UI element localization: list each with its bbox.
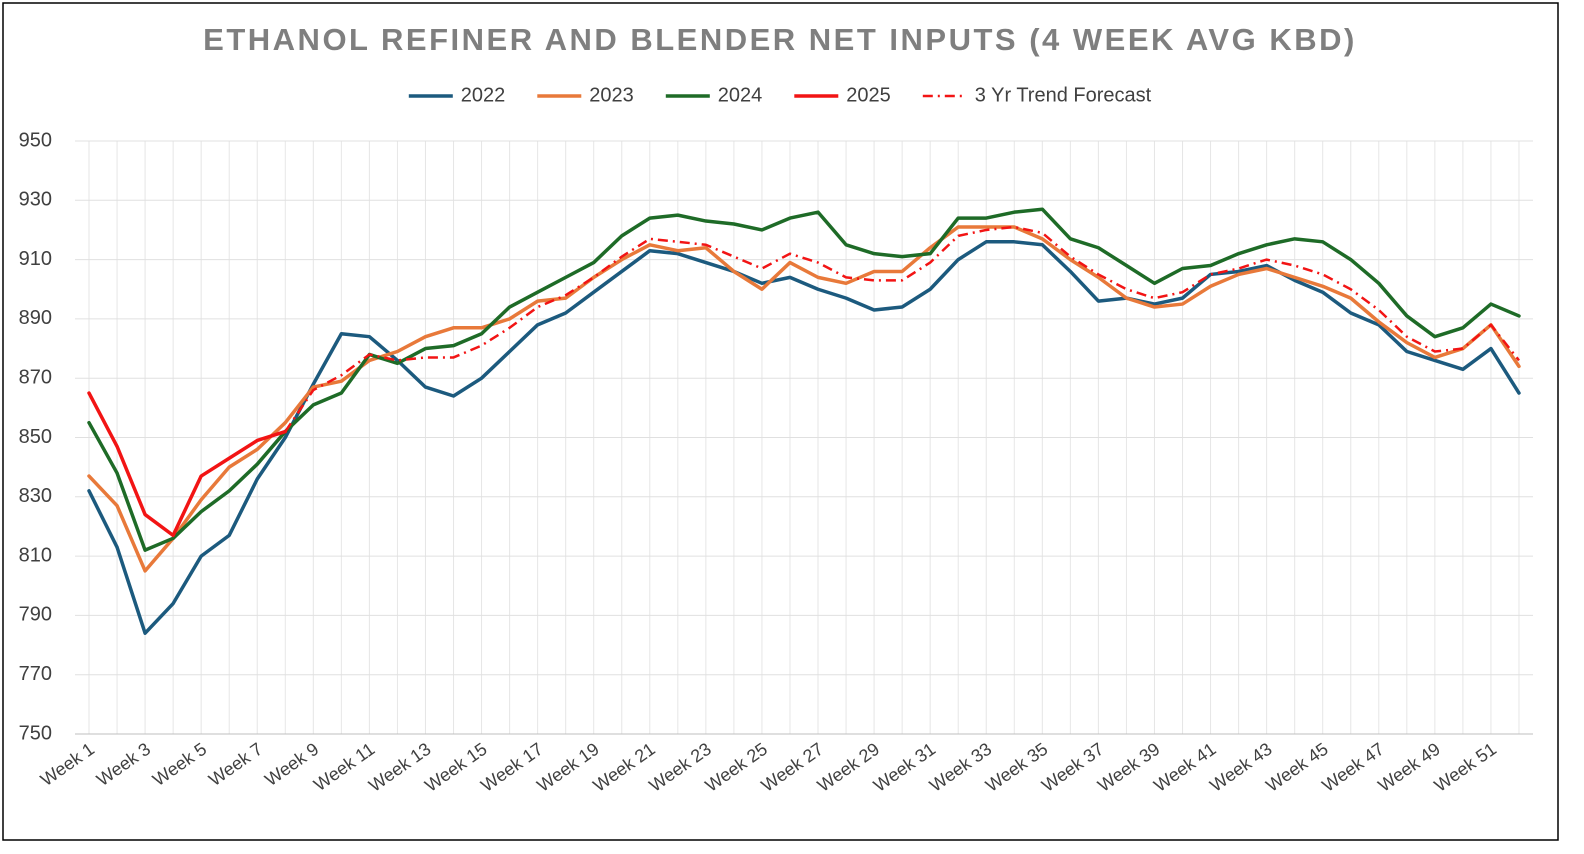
legend-label: 2023 bbox=[589, 84, 634, 106]
series-line bbox=[87, 207, 1521, 552]
y-tick-label: 850 bbox=[19, 426, 52, 448]
y-tick-label: 810 bbox=[19, 544, 52, 566]
series-line bbox=[284, 225, 1520, 433]
series-line bbox=[87, 391, 288, 538]
legend-label: 2025 bbox=[846, 84, 891, 106]
chart-title: ETHANOL REFINER AND BLENDER NET INPUTS (… bbox=[203, 22, 1357, 57]
y-tick-label: 930 bbox=[19, 189, 52, 211]
y-tick-label: 790 bbox=[19, 604, 52, 626]
legend: 2022 2023 2024 2025 3 Yr Trend Forecast bbox=[408, 84, 1152, 106]
y-tick-label: 770 bbox=[19, 663, 52, 685]
legend-label: 3 Yr Trend Forecast bbox=[975, 84, 1152, 106]
chart-border bbox=[2, 2, 1559, 841]
legend-label: 2024 bbox=[718, 84, 763, 106]
y-tick-label: 870 bbox=[19, 366, 52, 388]
y-tick-label: 830 bbox=[19, 485, 52, 507]
legend-label: 2022 bbox=[461, 84, 506, 106]
y-tick-label: 890 bbox=[19, 307, 52, 329]
y-tick-label: 750 bbox=[19, 722, 52, 744]
y-tick-label: 950 bbox=[19, 129, 52, 151]
y-tick-label: 910 bbox=[19, 248, 52, 270]
series-line bbox=[87, 225, 1521, 573]
